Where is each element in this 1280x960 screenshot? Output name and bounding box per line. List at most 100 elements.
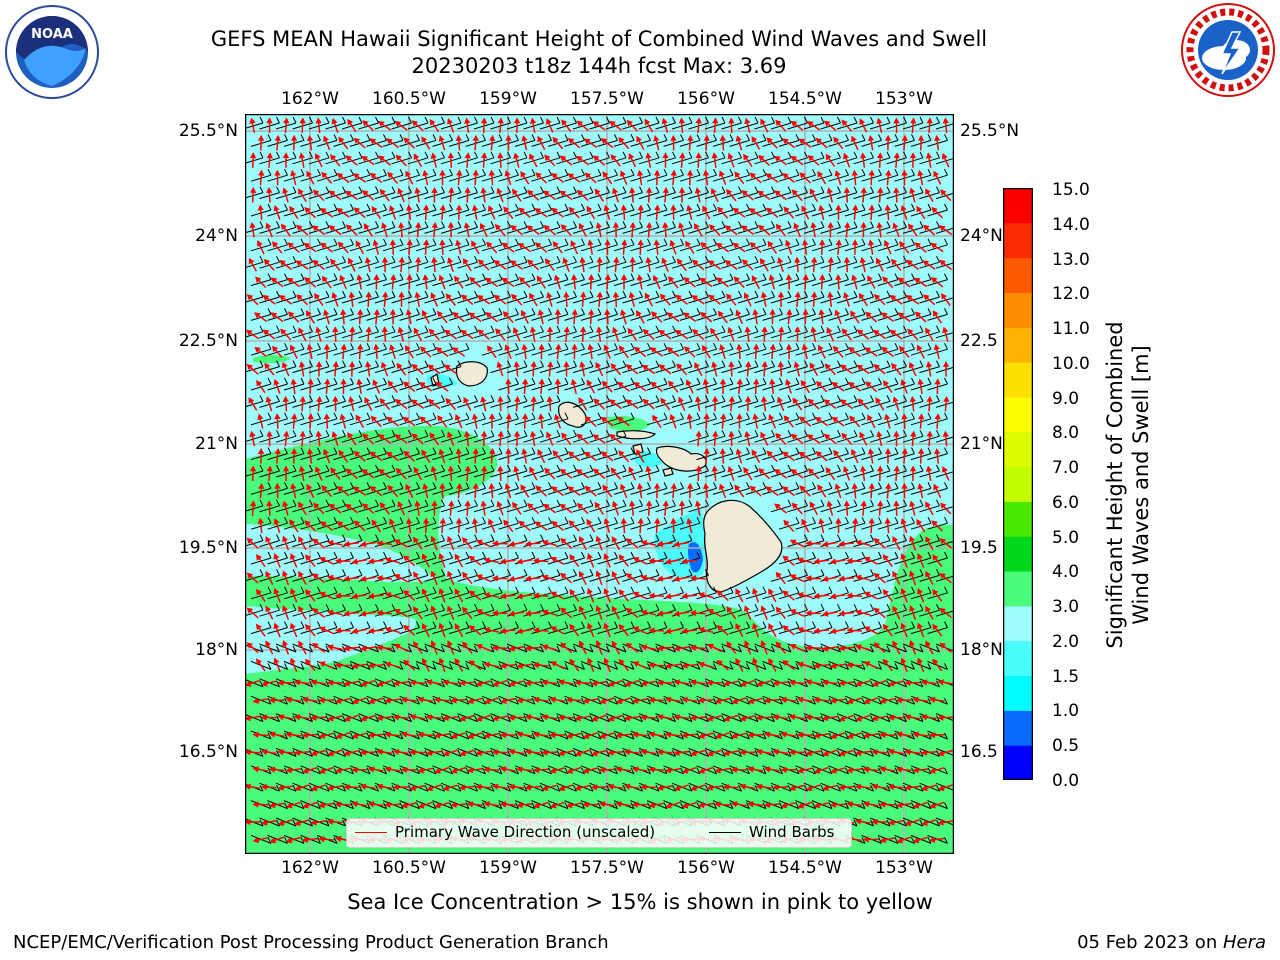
wave-direction-arrow (442, 749, 458, 757)
wave-direction-arrow (466, 801, 483, 808)
wave-direction-arrow (282, 361, 290, 377)
wave-direction-arrow (442, 784, 458, 792)
wave-direction-arrow (255, 554, 266, 568)
wave-direction-arrow (494, 223, 506, 237)
wave-direction-arrow (571, 308, 578, 325)
wave-direction-arrow (594, 501, 605, 516)
wave-direction-arrow (370, 415, 382, 428)
wave-direction-arrow (483, 800, 500, 808)
wave-direction-arrow (338, 136, 349, 150)
wave-direction-arrow (797, 696, 813, 703)
wave-direction-arrow (454, 657, 464, 672)
wave-direction-arrow (875, 257, 884, 272)
wave-direction-arrow (511, 188, 522, 202)
ocean-3-4m-region (245, 425, 954, 854)
wave-direction-arrow (455, 134, 462, 151)
wave-direction-arrow (691, 295, 705, 305)
wave-direction-arrow (731, 800, 747, 808)
wave-direction-arrow (772, 679, 789, 687)
wave-direction-arrow (246, 363, 259, 375)
wave-direction-arrow (360, 645, 376, 652)
wave-direction-arrow (369, 451, 383, 462)
wave-direction-arrow (554, 308, 562, 325)
wave-direction-arrow (483, 732, 500, 739)
wave-direction-arrow (384, 626, 400, 634)
wave-direction-arrow (833, 136, 844, 150)
wave-direction-arrow (364, 396, 373, 411)
wave-direction-arrow (567, 486, 581, 497)
wave-direction-arrow (739, 749, 755, 756)
wave-direction-arrow (328, 503, 342, 514)
wave-direction-arrow (940, 189, 952, 202)
wave-direction-arrow (810, 291, 818, 308)
wave-direction-arrow (873, 293, 886, 306)
wave-direction-arrow (496, 500, 504, 516)
wave-direction-arrow (810, 326, 817, 342)
wave-direction-arrow (617, 381, 630, 392)
wave-direction-arrow (543, 225, 556, 236)
wave-direction-arrow (871, 783, 888, 790)
wave-direction-arrow (789, 643, 805, 652)
wave-direction-arrow (461, 536, 473, 550)
wave-direction-arrow (751, 136, 761, 150)
wave-direction-arrow (893, 117, 900, 134)
wave-direction-arrow (462, 257, 472, 272)
wave-direction-arrow (459, 749, 475, 757)
wave-direction-arrow (379, 398, 391, 411)
wave-direction-arrow (916, 622, 925, 638)
wave-direction-arrow (897, 277, 911, 288)
wave-direction-arrow (476, 539, 491, 548)
wave-direction-arrow (345, 503, 359, 514)
wave-direction-arrow (471, 240, 480, 255)
wave-direction-arrow (394, 643, 408, 653)
wave-direction-arrow (805, 575, 822, 582)
wave-direction-arrow (454, 588, 464, 603)
wave-direction-arrow (656, 748, 673, 756)
wave-direction-arrow (797, 661, 813, 668)
wave-direction-arrow (438, 135, 446, 151)
wave-direction-arrow (595, 639, 603, 655)
wave-direction-arrow (610, 467, 622, 480)
wave-direction-arrow (617, 416, 631, 427)
wave-direction-arrow (673, 575, 690, 583)
wave-direction-arrow (431, 256, 438, 273)
wave-direction-arrow (356, 274, 363, 290)
wave-direction-arrow (743, 153, 753, 168)
footer-date: 05 Feb 2023 on Hera (1077, 932, 1266, 953)
wave-direction-arrow (620, 309, 627, 325)
wave-direction-arrow (768, 274, 776, 290)
wave-direction-arrow (261, 748, 277, 756)
wave-direction-arrow (769, 343, 776, 360)
wave-direction-arrow (245, 749, 261, 756)
wave-direction-arrow (910, 430, 917, 447)
wave-direction-arrow (260, 714, 277, 721)
wave-direction-arrow (942, 326, 949, 342)
wave-direction-arrow (345, 468, 358, 480)
wave-direction-arrow (675, 294, 688, 305)
wave-direction-arrow (488, 169, 495, 186)
wave-direction-arrow (268, 766, 285, 773)
wave-direction-arrow (925, 605, 934, 620)
colorbar-title-line2: Wind Waves and Swell [m] (1129, 345, 1153, 625)
wave-direction-arrow (379, 502, 390, 515)
wave-direction-arrow (560, 537, 573, 549)
wave-direction-arrow (648, 766, 665, 773)
wave-direction-arrow (794, 256, 801, 273)
wave-direction-arrow (709, 224, 721, 236)
wave-direction-arrow (892, 640, 901, 655)
wave-direction-arrow (356, 378, 363, 395)
wave-direction-arrow (458, 784, 475, 791)
wave-direction-arrow (258, 169, 265, 186)
wave-direction-arrow (430, 605, 438, 620)
wave-direction-arrow (648, 627, 665, 634)
wave-direction-arrow (387, 484, 399, 498)
wave-direction-arrow (551, 207, 565, 218)
wave-direction-arrow (427, 399, 441, 410)
wave-direction-arrow (648, 592, 665, 599)
colorbar-bin (1003, 396, 1033, 433)
wave-direction-arrow (471, 517, 479, 534)
wave-direction-arrow (266, 117, 273, 133)
wave-direction-arrow (436, 310, 448, 324)
wave-direction-arrow (355, 414, 365, 429)
wave-direction-arrow (793, 222, 801, 238)
